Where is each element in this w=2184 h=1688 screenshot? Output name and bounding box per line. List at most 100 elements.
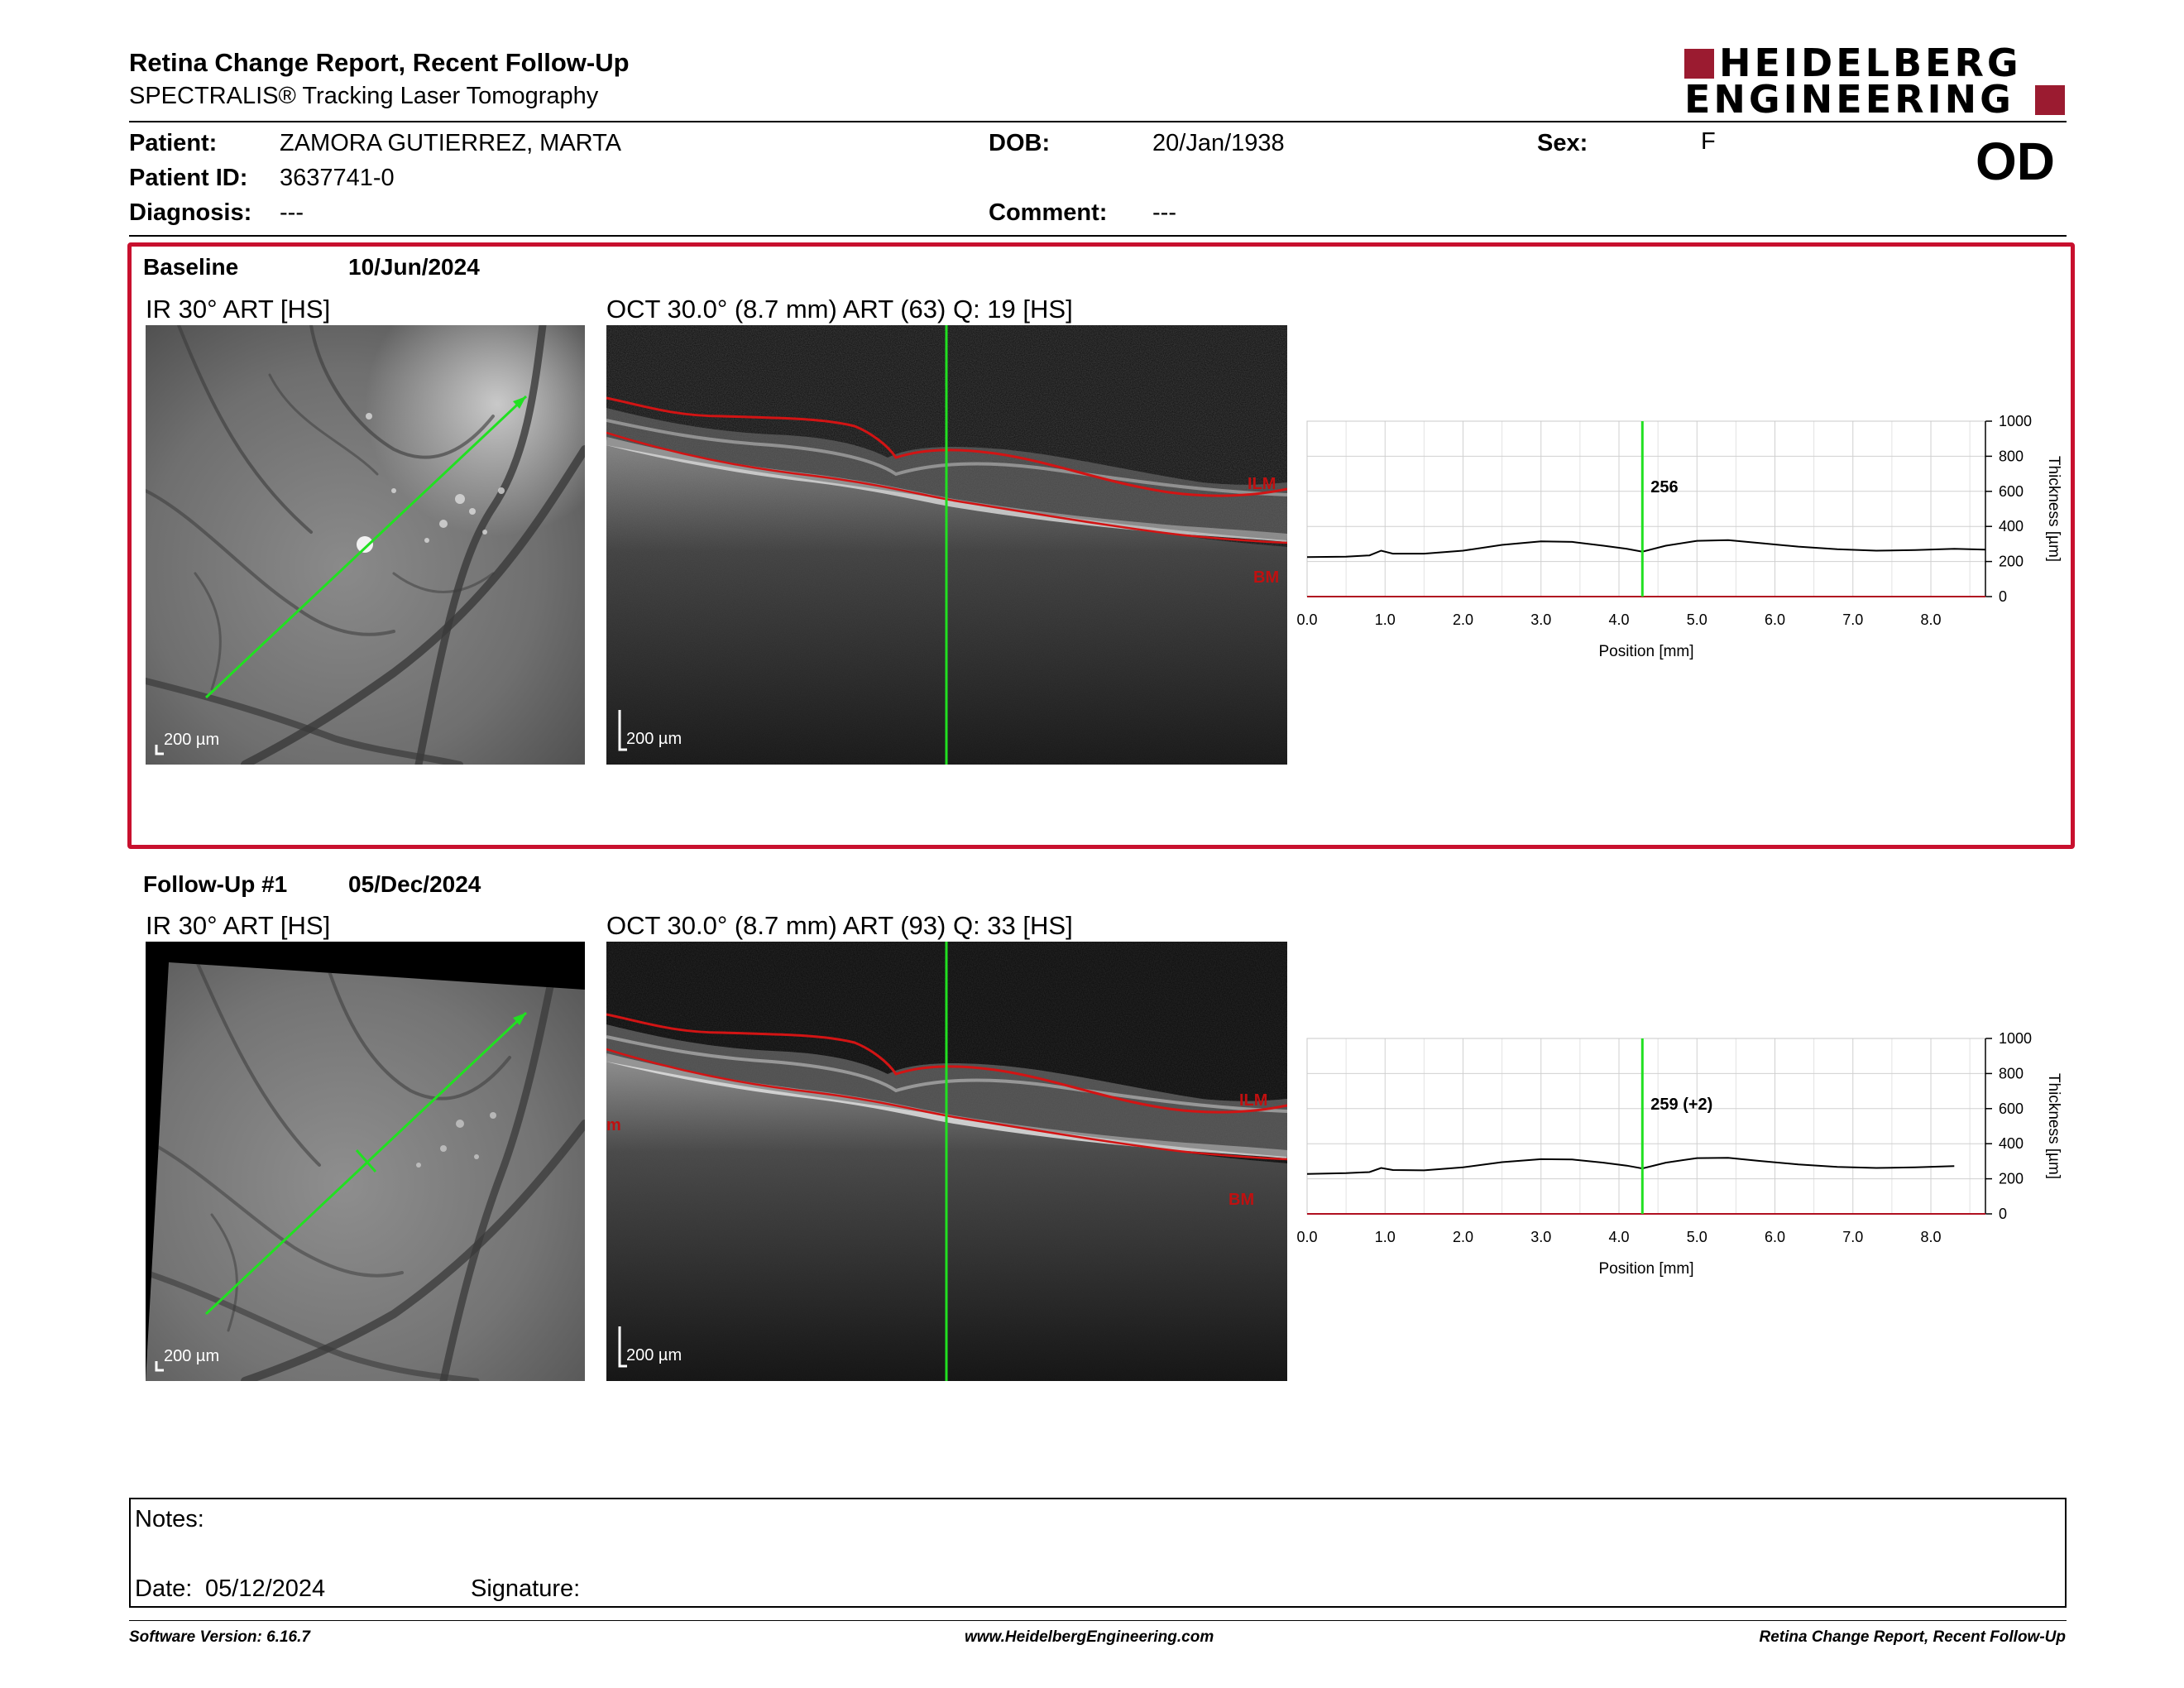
dob-value: 20/Jan/1938: [1152, 130, 1285, 156]
followup-thickness-chart: 0.0 1.0 2.0 3.0 4.0 5.0 6.0 7.0 8.0 0 200 400 600 800…: [1291, 1027, 2085, 1300]
baseline-oct-caption: OCT 30.0° (8.7 mm) ART (63) Q: 19 [HS]: [606, 295, 1073, 324]
followup-date: 05/Dec/2024: [348, 871, 481, 897]
report-title: Retina Change Report, Recent Follow-Up: [129, 48, 630, 77]
followup-label: Follow-Up #1: [143, 871, 288, 897]
notes-date-label: Date:: [135, 1575, 193, 1602]
x-tick-label: 2.0: [1453, 1229, 1473, 1245]
baseline-oct-scale-label: 200 µm: [626, 730, 682, 748]
y-tick-label: 0: [1999, 588, 2007, 605]
patient-name: ZAMORA GUTIERREZ, MARTA: [280, 130, 622, 156]
baseline-label: Baseline: [143, 254, 239, 280]
x-tick-label: 7.0: [1842, 1229, 1863, 1245]
y-tick-label: 200: [1999, 1171, 2024, 1187]
followup-fundus-svg: 200 µm: [146, 942, 585, 1381]
notes-date-value: 05/12/2024: [205, 1575, 326, 1602]
eye-indicator: OD: [1976, 132, 2055, 191]
footer-website[interactable]: www.HeidelbergEngineering.com: [965, 1628, 1214, 1646]
followup-oct-scale-label: 200 µm: [626, 1346, 682, 1364]
x-tick-label: 1.0: [1375, 611, 1396, 628]
sex-label: Sex:: [1537, 130, 1588, 156]
followup-bm-label: BM: [1228, 1191, 1254, 1209]
followup-thickness-svg: 0.0 1.0 2.0 3.0 4.0 5.0 6.0 7.0 8.0 0 200 400 600 800…: [1296, 1030, 2062, 1278]
notes-label: Notes:: [135, 1506, 204, 1532]
diagnosis-label: Diagnosis:: [129, 199, 252, 226]
followup-ilm-label: ILM: [1239, 1091, 1267, 1110]
baseline-ir-caption: IR 30° ART [HS]: [146, 295, 331, 324]
logo-line-1: HEIDELBERG: [1719, 41, 2022, 85]
baseline-date: 10/Jun/2024: [348, 254, 480, 280]
y-tick-label: 800: [1999, 1065, 2024, 1081]
x-tick-label: 4.0: [1608, 1229, 1629, 1245]
patient-id-value: 3637741-0: [280, 165, 395, 191]
sex-value: F: [1701, 128, 1716, 155]
x-tick-label: 1.0: [1375, 1229, 1396, 1245]
y-tick-label: 600: [1999, 1101, 2024, 1117]
x-tick-label: 6.0: [1765, 611, 1785, 628]
footer-software-version: Software Version: 6.16.7: [129, 1628, 310, 1646]
y-axis-label: Thickness [µm]: [2045, 1073, 2062, 1179]
patient-id-label: Patient ID:: [129, 165, 248, 191]
footer-report-name: Retina Change Report, Recent Follow-Up: [1759, 1628, 2066, 1646]
x-tick-label: 8.0: [1921, 611, 1942, 628]
footer-divider: [129, 1620, 2067, 1621]
logo-square-right: [2035, 85, 2065, 115]
y-tick-label: 800: [1999, 448, 2024, 464]
diagnosis-value: ---: [280, 199, 304, 226]
marker-value-label: 259 (+2): [1650, 1096, 1712, 1114]
baseline-bm-label: BM: [1253, 568, 1279, 587]
thickness-profile-line: [1306, 1157, 1955, 1175]
y-axis-label: Thickness [µm]: [2045, 456, 2062, 562]
marker-value-label: 256: [1650, 478, 1678, 496]
y-tick-label: 1000: [1999, 413, 2032, 429]
patient-divider: [129, 235, 2067, 237]
x-tick-label: 2.0: [1453, 611, 1473, 628]
x-tick-label: 0.0: [1296, 611, 1317, 628]
heidelberg-logo: HEIDELBERG ENGINEERING: [1684, 41, 2065, 122]
y-tick-label: 400: [1999, 518, 2024, 535]
x-tick-label: 4.0: [1608, 611, 1629, 628]
comment-label: Comment:: [989, 199, 1108, 226]
report-subtitle: SPECTRALIS® Tracking Laser Tomography: [129, 83, 599, 109]
followup-ir-fundus-image[interactable]: 200 µm: [146, 942, 585, 1381]
dob-label: DOB:: [989, 130, 1051, 156]
signature-label: Signature:: [471, 1575, 581, 1602]
y-tick-label: 200: [1999, 554, 2024, 570]
followup-oct-svg: ILM m BM 200 µm: [606, 942, 1287, 1381]
thickness-profile-line: [1306, 539, 1986, 559]
baseline-thickness-svg: 0.0 1.0 2.0 3.0 4.0 5.0 6.0 7.0 8.0 0 200 400 600 800…: [1296, 413, 2062, 660]
followup-ir-scale-label: 200 µm: [164, 1347, 219, 1365]
x-tick-label: 0.0: [1296, 1229, 1317, 1245]
followup-side-mark: m: [606, 1116, 621, 1134]
plot-frame: [1306, 1038, 1986, 1215]
baseline-oct-bscan-image[interactable]: ILM BM 200 µm: [606, 325, 1287, 765]
comment-value: ---: [1152, 199, 1176, 226]
patient-label: Patient:: [129, 130, 218, 156]
x-tick-label: 5.0: [1687, 611, 1707, 628]
x-tick-label: 6.0: [1765, 1229, 1785, 1245]
baseline-fundus-svg: 200 µm: [146, 325, 585, 765]
logo-line-2: ENGINEERING: [1684, 77, 2014, 122]
y-tick-label: 0: [1999, 1206, 2007, 1222]
x-tick-label: 5.0: [1687, 1229, 1707, 1245]
y-tick-label: 1000: [1999, 1030, 2032, 1047]
baseline-ilm-label: ILM: [1248, 475, 1276, 493]
baseline-frame[interactable]: [127, 242, 2075, 849]
notes-box[interactable]: [129, 1498, 2067, 1608]
y-tick-label: 400: [1999, 1135, 2024, 1152]
x-tick-label: 7.0: [1842, 611, 1863, 628]
y-tick-label: 600: [1999, 483, 2024, 500]
baseline-ir-scale-label: 200 µm: [164, 731, 219, 749]
followup-oct-bscan-image[interactable]: ILM m BM 200 µm: [606, 942, 1287, 1381]
baseline-ir-fundus-image[interactable]: 200 µm: [146, 325, 585, 765]
plot-frame: [1306, 420, 1986, 597]
header-divider: [129, 121, 2067, 122]
x-tick-label: 8.0: [1921, 1229, 1942, 1245]
logo-square-left: [1684, 49, 1714, 79]
baseline-thickness-chart: 0.0 1.0 2.0 3.0 4.0 5.0 6.0 7.0 8.0 0 200 400 600 800…: [1291, 410, 2085, 683]
x-tick-label: 3.0: [1530, 611, 1551, 628]
x-axis-label: Position [mm]: [1598, 643, 1693, 660]
followup-ir-caption: IR 30° ART [HS]: [146, 911, 331, 940]
followup-oct-caption: OCT 30.0° (8.7 mm) ART (93) Q: 33 [HS]: [606, 911, 1073, 940]
x-axis-label: Position [mm]: [1598, 1260, 1693, 1278]
x-tick-label: 3.0: [1530, 1229, 1551, 1245]
